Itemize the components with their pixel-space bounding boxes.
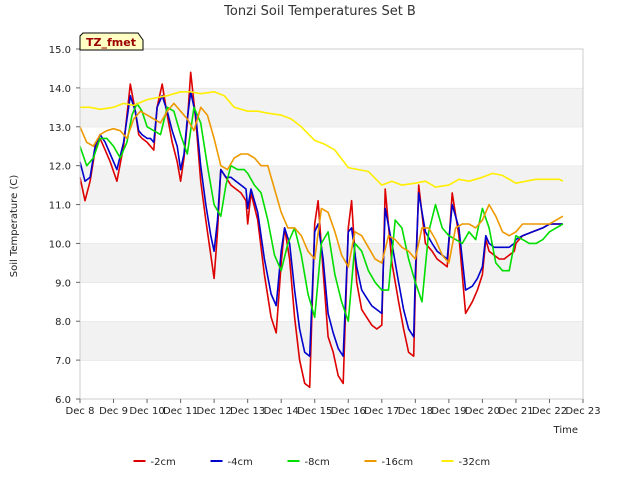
legend-label: -2cm xyxy=(151,457,176,468)
legend-label: -4cm xyxy=(228,457,253,468)
series-line-minus-2cm xyxy=(79,71,563,389)
chart-title: Tonzi Soil Temperatures Set B xyxy=(223,4,416,19)
y-tick-label: 13.0 xyxy=(49,123,71,134)
x-tick-label: Dec 21 xyxy=(498,406,533,417)
y-axis: 6.0 7.0 8.0 9.0 10.0 11.0 12.0 13.0 14.0 15.0 xyxy=(49,45,80,406)
grid-band xyxy=(80,49,583,88)
y-tick-label: 7.0 xyxy=(55,356,71,367)
legend-label: -16cm xyxy=(382,457,414,468)
y-tick-label: 11.0 xyxy=(49,201,71,212)
x-tick-label: Dec 9 xyxy=(99,406,128,417)
series-line-minus-16cm xyxy=(79,102,564,268)
x-tick-label: Dec 22 xyxy=(532,406,567,417)
series-line-minus-4cm xyxy=(79,91,563,358)
y-axis-label: Soil Temperature (C) xyxy=(9,175,20,278)
grid-band xyxy=(80,165,583,205)
x-tick-label: Dec 12 xyxy=(197,406,232,417)
y-tick-label: 9.0 xyxy=(55,278,71,289)
grid-band xyxy=(80,282,583,322)
station-badge: TZ_fmet xyxy=(79,32,144,51)
badge-shape xyxy=(79,32,144,51)
x-axis-label: Time xyxy=(553,425,578,436)
grid-band xyxy=(80,360,583,399)
y-tick-label: 8.0 xyxy=(55,317,71,328)
grid-band xyxy=(80,126,583,166)
x-tick-label: Dec 10 xyxy=(129,406,164,417)
x-tick-label: Dec 14 xyxy=(264,406,299,417)
y-tick-label: 10.0 xyxy=(49,239,71,250)
x-tick-label: Dec 20 xyxy=(465,406,500,417)
badge-label: TZ_fmet xyxy=(86,36,136,49)
y-tick-label: 15.0 xyxy=(49,45,71,56)
plot-frame xyxy=(79,48,584,400)
legend-label: -32cm xyxy=(459,457,491,468)
x-tick-label: Dec 16 xyxy=(331,406,366,417)
series-line-minus-8cm xyxy=(79,102,564,323)
x-tick-label: Dec 15 xyxy=(297,406,332,417)
x-tick-label: Dec 17 xyxy=(364,406,399,417)
x-tick-label: Dec 23 xyxy=(565,406,600,417)
y-tick-label: 12.0 xyxy=(49,162,71,173)
x-tick-label: Dec 13 xyxy=(230,406,265,417)
legend: -2cm -4cm -8cm -16cm -32cm xyxy=(133,457,491,468)
series-layer xyxy=(79,71,564,389)
x-tick-label: Dec 19 xyxy=(431,406,466,417)
legend-label: -8cm xyxy=(305,457,330,468)
y-tick-label: 14.0 xyxy=(49,84,71,95)
series-line-minus-32cm xyxy=(80,91,564,188)
x-tick-label: Dec 8 xyxy=(66,406,95,417)
x-tick-label: Dec 11 xyxy=(163,406,198,417)
y-tick-label: 6.0 xyxy=(55,395,71,406)
x-tick-label: Dec 18 xyxy=(398,406,433,417)
